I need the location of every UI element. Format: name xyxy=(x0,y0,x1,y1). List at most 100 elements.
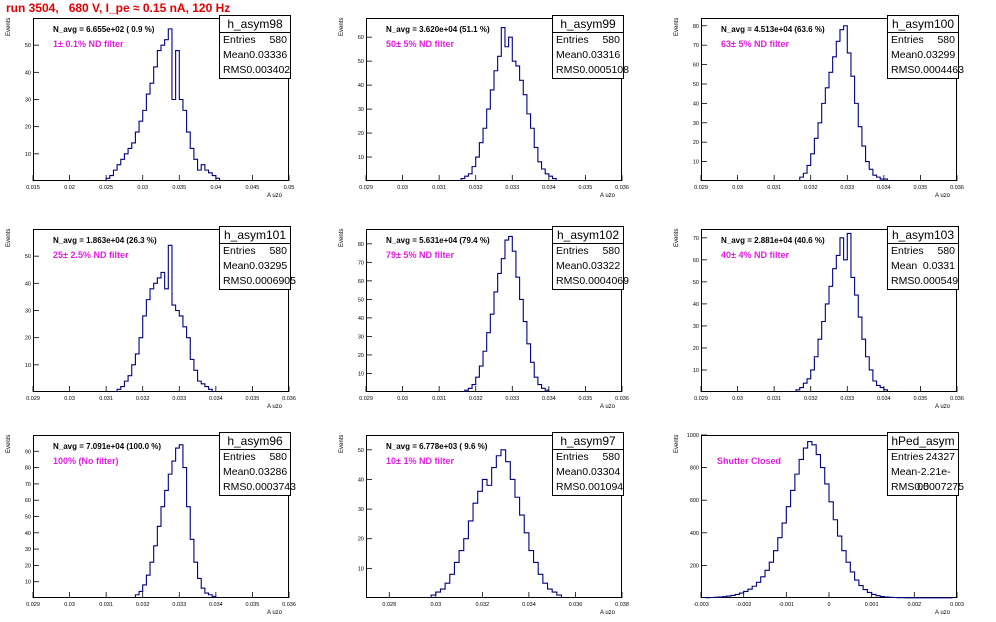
x-axis-title: A uzo xyxy=(600,610,616,616)
filter-label: 10± 1% ND filter xyxy=(386,456,454,466)
x-tick-label: 0.031 xyxy=(99,602,113,608)
stat-label-rms: RMS xyxy=(223,481,247,493)
stat-row-entries: Entries 580 xyxy=(888,244,958,259)
x-axis-title: A uzo xyxy=(267,193,283,199)
x-tick-label: 0.028 xyxy=(382,602,396,608)
stat-value-rms: 0.001094 xyxy=(579,481,624,493)
plot-frame xyxy=(701,18,957,181)
histogram-name: h_asym96 xyxy=(220,433,290,450)
y-tick-label: 30 xyxy=(358,107,364,113)
histogram-pad: 0.029 0.03 0.031 0.032 0.033 0.034 0.035 0.036 1… xyxy=(674,15,964,199)
x-tick-label: 0.033 xyxy=(840,396,854,402)
y-tick-label: 40 xyxy=(358,477,364,483)
x-axis-title: A uzo xyxy=(267,404,283,410)
y-tick-label: 60 xyxy=(25,498,31,504)
stat-row-entries: Entries 580 xyxy=(220,33,290,48)
histogram-line xyxy=(464,235,550,392)
stat-value-mean: 0.03299 xyxy=(917,49,956,61)
x-tick-label: 0.033 xyxy=(840,185,854,191)
histogram-line xyxy=(116,244,213,392)
histogram-plot: 0.029 0.03 0.031 0.032 0.033 0.034 0.035 0.036 1… xyxy=(25,435,296,608)
y-tick-label: 30 xyxy=(25,309,31,315)
x-axis-title: A uzo xyxy=(600,404,616,410)
x-tick-label: 0.03 xyxy=(137,185,148,191)
y-tick-label: 50 xyxy=(693,280,699,286)
stat-row-mean: Mean 0.03299 xyxy=(888,48,958,63)
y-tick-label: 20 xyxy=(693,346,699,352)
x-tick-label: -0.001 xyxy=(779,602,795,608)
plot-frame xyxy=(366,229,622,392)
histogram-plot: 0.028 0.03 0.032 0.034 0.036 0.038 10 20 30 40 50 xyxy=(358,435,629,608)
histogram-pad: 0.029 0.03 0.031 0.032 0.033 0.034 0.035 0.036 1… xyxy=(339,15,629,199)
x-tick-label: 0.034 xyxy=(877,396,891,402)
stat-value-entries: 580 xyxy=(269,245,287,257)
stat-label-rms: RMS xyxy=(891,481,915,493)
histogram-pad: 0.029 0.03 0.031 0.032 0.033 0.034 0.035 0.036 1… xyxy=(6,432,296,616)
histogram-plot: 0.015 0.02 0.025 0.03 0.035 0.04 0.045 0.05 10 20… xyxy=(25,18,294,191)
y-axis-title: Events xyxy=(339,17,345,36)
x-tick-label: 0.031 xyxy=(767,396,781,402)
stat-box: hPed_asym Entries 24327 Mean -2.21e-05 RMS 0.0… xyxy=(887,432,964,496)
histogram-name: hPed_asym xyxy=(888,433,958,450)
stat-label-entries: Entries xyxy=(891,245,924,257)
n-avg-label: N_avg = 6.778e+03 ( 9.6 %) xyxy=(386,442,488,451)
y-axis-title: Events xyxy=(6,228,12,247)
page-title: run 3504, 680 V, I_pe ≈ 0.15 nA, 120 Hz xyxy=(6,1,231,15)
x-tick-label: 0.034 xyxy=(542,185,556,191)
stat-label-entries: Entries xyxy=(891,34,924,46)
y-tick-label: 20 xyxy=(25,125,31,131)
stat-box: h_asym96 Entries 580 Mean 0.03286 RMS 0.000374… xyxy=(219,432,296,496)
y-tick-label: 30 xyxy=(358,507,364,513)
y-tick-label: 40 xyxy=(358,83,364,89)
filter-label: 40± 4% ND filter xyxy=(721,250,789,260)
x-tick-label: 0.029 xyxy=(359,185,373,191)
x-tick-label: 0 xyxy=(827,602,830,608)
stat-row-entries: Entries 24327 xyxy=(888,450,958,465)
x-axis-title: A uzo xyxy=(267,610,283,616)
x-tick-label: 0.003 xyxy=(950,602,964,608)
x-tick-label: 0.03 xyxy=(732,396,743,402)
y-tick-label: 10 xyxy=(693,160,699,166)
histogram-pad: 0.029 0.03 0.031 0.032 0.033 0.034 0.035 0.036 1… xyxy=(6,226,296,410)
x-tick-label: 0.036 xyxy=(615,185,629,191)
histogram-plot: 0.029 0.03 0.031 0.032 0.033 0.034 0.035 0.036 1… xyxy=(693,18,964,191)
filter-label: 25± 2.5% ND filter xyxy=(53,250,129,260)
stat-label-mean: Mean xyxy=(223,49,250,61)
stat-box: h_asym98 Entries 580 Mean 0.03336 RMS 0.003402 xyxy=(219,15,291,79)
stat-row-mean: Mean 0.03286 xyxy=(220,465,290,480)
y-tick-label: 20 xyxy=(25,336,31,342)
y-tick-label: 60 xyxy=(358,279,364,285)
y-tick-label: 80 xyxy=(358,242,364,248)
filter-label: Shutter Closed xyxy=(717,456,782,466)
histogram-line xyxy=(460,27,557,181)
histogram-pad: -0.003 -0.002 -0.001 0 0.001 0.002 0.003 200 400… xyxy=(674,432,964,616)
stat-row-rms: RMS 0.0004463 xyxy=(888,63,964,78)
y-tick-label: 40 xyxy=(693,101,699,107)
y-tick-label: 1000 xyxy=(687,433,699,439)
x-tick-label: 0.036 xyxy=(569,602,583,608)
n-avg-label: N_avg = 3.620e+04 (51.1 %) xyxy=(386,25,490,34)
x-tick-label: 0.032 xyxy=(469,396,483,402)
stat-value-mean: 0.03286 xyxy=(249,466,288,478)
x-tick-label: 0.031 xyxy=(99,396,113,402)
stat-label-entries: Entries xyxy=(891,451,924,463)
stat-value-mean: 0.03322 xyxy=(582,260,621,272)
y-tick-label: 400 xyxy=(690,531,699,537)
stat-value-rms: 0.0003743 xyxy=(246,481,296,493)
x-tick-label: 0.032 xyxy=(136,602,150,608)
stat-value-entries: 580 xyxy=(269,34,287,46)
stat-value-rms: 0.003402 xyxy=(246,64,291,76)
stat-row-mean: Mean 0.03316 xyxy=(553,48,623,63)
y-tick-label: 10 xyxy=(358,566,364,572)
x-tick-label: 0.033 xyxy=(172,396,186,402)
x-tick-label: 0.033 xyxy=(172,602,186,608)
x-tick-label: 0.029 xyxy=(694,396,708,402)
stat-box: h_asym97 Entries 580 Mean 0.03304 RMS 0.001094 xyxy=(552,432,624,496)
stat-row-rms: RMS 0.0003743 xyxy=(220,480,296,495)
stat-label-mean: Mean xyxy=(556,49,583,61)
x-tick-label: 0.03 xyxy=(397,396,408,402)
stat-value-entries: 580 xyxy=(937,34,955,46)
x-tick-label: 0.03 xyxy=(397,185,408,191)
x-tick-label: 0.036 xyxy=(282,602,296,608)
stat-row-mean: Mean 0.03336 xyxy=(220,48,290,63)
